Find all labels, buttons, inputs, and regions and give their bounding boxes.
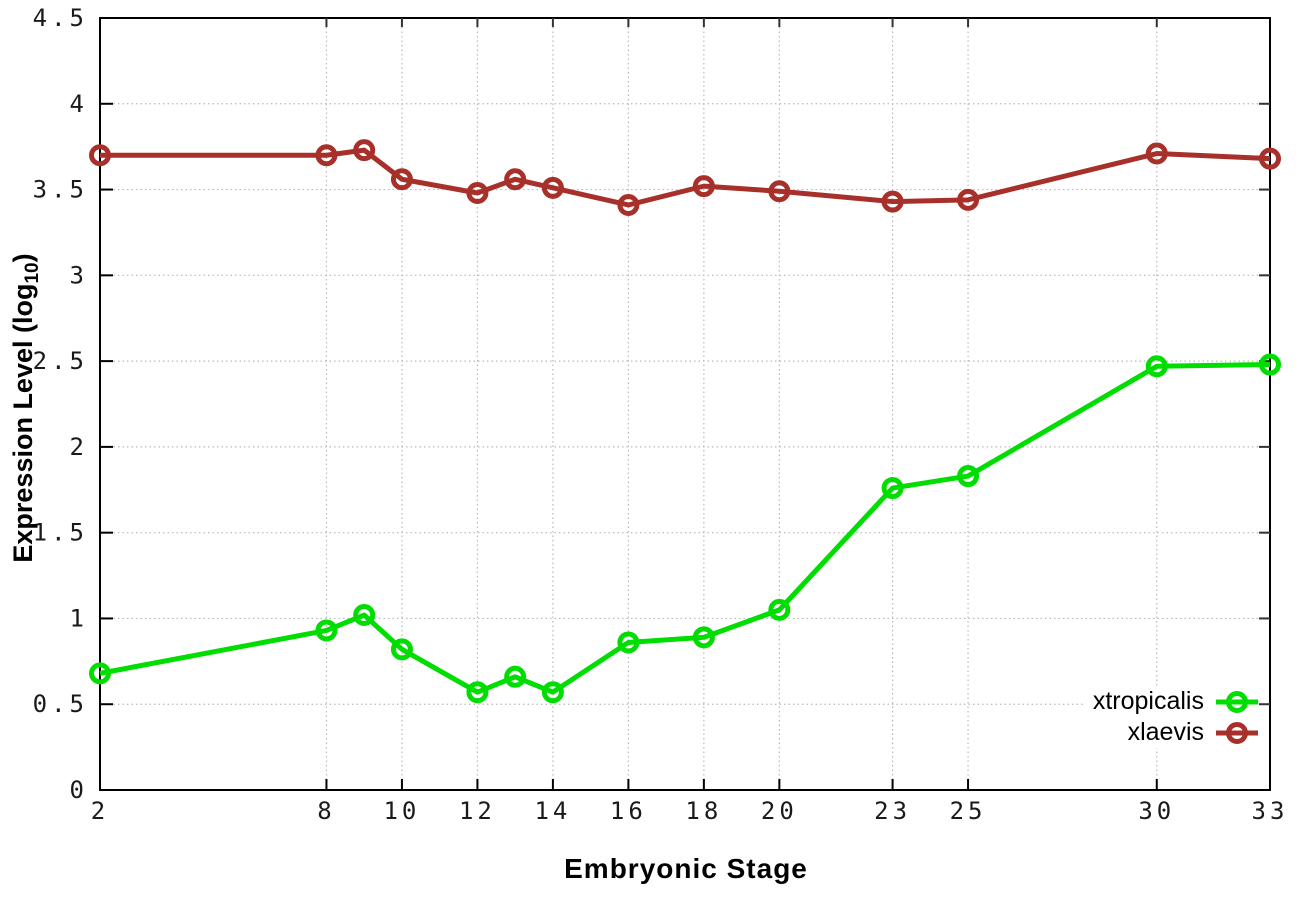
x-axis-title: Embryonic Stage [564, 853, 808, 884]
y-tick-label: 1 [70, 604, 88, 632]
y-axis-title-close: ) [7, 253, 38, 263]
data-point-xtropicalis [466, 681, 489, 704]
legend-item-xlaevis: xlaevis [1093, 717, 1258, 748]
y-tick-label: 3.5 [33, 176, 88, 204]
y-axis-title-text: Expression Level (log [7, 283, 38, 563]
legend-marker-xlaevis [1216, 721, 1258, 744]
data-point-xlaevis [89, 144, 111, 167]
data-point-xtropicalis [315, 619, 338, 642]
plot-border [99, 17, 1271, 791]
data-point-xtropicalis [353, 604, 376, 627]
legend-marker-xtropicalis [1216, 690, 1258, 713]
data-point-xtropicalis [692, 626, 715, 649]
y-tick-label: 0 [70, 776, 88, 804]
y-tick-label: 0.5 [33, 690, 88, 718]
x-tick-label: 10 [383, 797, 420, 825]
legend-label-xlaevis: xlaevis [1127, 718, 1204, 746]
series-points-xtropicalis [89, 353, 1281, 704]
x-tick-label: 8 [317, 797, 335, 825]
series-points-xlaevis [89, 139, 1281, 216]
data-point-xlaevis [881, 190, 904, 213]
y-tick-label: 1.5 [33, 519, 88, 547]
tick-labels: 0 0.5 1 1.5 2 2.5 3 3.5 4 4.5 2 8 10 12 14 16 18 20 23 25 30… [33, 4, 1289, 825]
data-point-xtropicalis [768, 598, 791, 621]
legend-point-sample [1226, 690, 1248, 713]
y-tick-label: 2 [70, 433, 88, 461]
data-point-xtropicalis [89, 662, 111, 685]
x-tick-label: 25 [950, 797, 987, 825]
x-tick-label: 16 [610, 797, 647, 825]
data-point-xlaevis [315, 144, 338, 167]
data-point-xlaevis [541, 176, 564, 199]
data-point-xtropicalis [390, 638, 413, 661]
y-tick-label: 4.5 [33, 4, 88, 32]
series-line-xlaevis [100, 147, 1271, 208]
x-tick-label: 14 [534, 797, 571, 825]
data-point-xlaevis [390, 168, 413, 191]
data-point-xlaevis [1259, 147, 1281, 170]
y-axis-title-subscript: 10 [22, 262, 44, 284]
x-tick-label: 33 [1252, 797, 1289, 825]
legend-item-xtropicalis: xtropicalis [1093, 686, 1258, 717]
data-point-xlaevis [353, 139, 376, 162]
x-tick-label: 18 [685, 797, 722, 825]
x-tick-label: 12 [459, 797, 496, 825]
data-point-xtropicalis [617, 631, 640, 654]
series-line-xtropicalis [99, 362, 1271, 695]
data-point-xlaevis [466, 181, 489, 204]
data-point-xtropicalis [1259, 353, 1281, 376]
legend-point-sample [1226, 721, 1248, 744]
data-point-xtropicalis [957, 465, 980, 488]
data-point-xlaevis [617, 193, 640, 216]
x-tick-label: 23 [874, 797, 911, 825]
data-point-xlaevis [1145, 142, 1168, 165]
y-tick-label: 2.5 [33, 347, 88, 375]
x-tick-label: 20 [761, 797, 798, 825]
legend-label-xtropicalis: xtropicalis [1092, 687, 1204, 715]
data-point-xlaevis [692, 175, 715, 198]
data-point-xlaevis [504, 168, 527, 191]
data-point-xtropicalis [504, 665, 527, 688]
y-axis-title: Expression Level (log10) [8, 253, 44, 562]
legend: xtropicalis xlaevis [1082, 686, 1258, 748]
y-tick-label: 3 [70, 261, 88, 289]
tick-marks [100, 17, 1270, 791]
x-tick-label: 30 [1138, 797, 1175, 825]
data-point-xtropicalis [1145, 355, 1168, 378]
data-point-xlaevis [957, 188, 980, 211]
data-point-xtropicalis [881, 477, 904, 500]
x-tick-label: 2 [91, 797, 109, 825]
data-point-xtropicalis [541, 681, 564, 704]
y-tick-label: 4 [70, 90, 88, 118]
data-point-xlaevis [768, 180, 791, 203]
